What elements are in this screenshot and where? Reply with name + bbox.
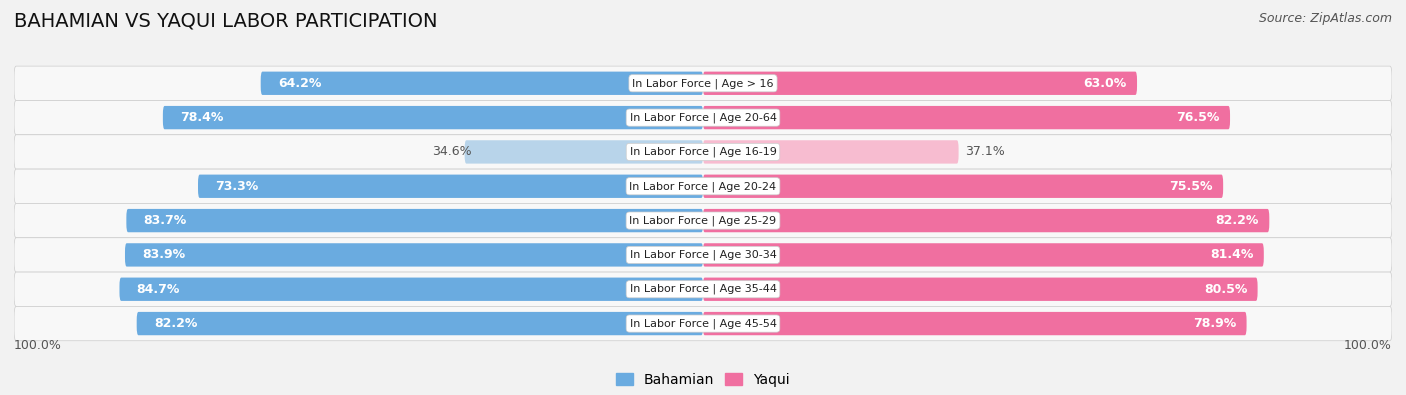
FancyBboxPatch shape <box>703 140 959 164</box>
FancyBboxPatch shape <box>14 100 1392 135</box>
Text: 78.4%: 78.4% <box>180 111 224 124</box>
Text: 75.5%: 75.5% <box>1170 180 1213 193</box>
FancyBboxPatch shape <box>127 209 703 232</box>
Text: In Labor Force | Age 25-29: In Labor Force | Age 25-29 <box>630 215 776 226</box>
FancyBboxPatch shape <box>703 209 1270 232</box>
Text: 63.0%: 63.0% <box>1084 77 1126 90</box>
Text: In Labor Force | Age 35-44: In Labor Force | Age 35-44 <box>630 284 776 295</box>
FancyBboxPatch shape <box>14 307 1392 341</box>
Text: 82.2%: 82.2% <box>153 317 197 330</box>
Text: 80.5%: 80.5% <box>1204 283 1247 296</box>
Text: 84.7%: 84.7% <box>136 283 180 296</box>
FancyBboxPatch shape <box>14 203 1392 238</box>
Legend: Bahamian, Yaqui: Bahamian, Yaqui <box>610 367 796 393</box>
Text: 83.7%: 83.7% <box>143 214 187 227</box>
FancyBboxPatch shape <box>14 66 1392 100</box>
Text: BAHAMIAN VS YAQUI LABOR PARTICIPATION: BAHAMIAN VS YAQUI LABOR PARTICIPATION <box>14 12 437 31</box>
Text: Source: ZipAtlas.com: Source: ZipAtlas.com <box>1258 12 1392 25</box>
FancyBboxPatch shape <box>14 238 1392 272</box>
FancyBboxPatch shape <box>163 106 703 129</box>
FancyBboxPatch shape <box>14 135 1392 169</box>
FancyBboxPatch shape <box>703 106 1230 129</box>
FancyBboxPatch shape <box>125 243 703 267</box>
Text: 37.1%: 37.1% <box>966 145 1005 158</box>
FancyBboxPatch shape <box>260 71 703 95</box>
FancyBboxPatch shape <box>703 175 1223 198</box>
Text: 82.2%: 82.2% <box>1216 214 1258 227</box>
FancyBboxPatch shape <box>14 272 1392 307</box>
FancyBboxPatch shape <box>703 243 1264 267</box>
Text: In Labor Force | Age 16-19: In Labor Force | Age 16-19 <box>630 147 776 157</box>
Text: In Labor Force | Age > 16: In Labor Force | Age > 16 <box>633 78 773 88</box>
Text: 100.0%: 100.0% <box>1344 339 1392 352</box>
Text: In Labor Force | Age 20-24: In Labor Force | Age 20-24 <box>630 181 776 192</box>
FancyBboxPatch shape <box>14 169 1392 203</box>
Text: 83.9%: 83.9% <box>142 248 186 261</box>
FancyBboxPatch shape <box>703 278 1257 301</box>
Text: 100.0%: 100.0% <box>14 339 62 352</box>
FancyBboxPatch shape <box>136 312 703 335</box>
Text: In Labor Force | Age 30-34: In Labor Force | Age 30-34 <box>630 250 776 260</box>
Text: 76.5%: 76.5% <box>1177 111 1219 124</box>
Text: 78.9%: 78.9% <box>1192 317 1236 330</box>
Text: In Labor Force | Age 45-54: In Labor Force | Age 45-54 <box>630 318 776 329</box>
Text: 64.2%: 64.2% <box>278 77 322 90</box>
FancyBboxPatch shape <box>198 175 703 198</box>
Text: In Labor Force | Age 20-64: In Labor Force | Age 20-64 <box>630 112 776 123</box>
Text: 81.4%: 81.4% <box>1211 248 1254 261</box>
FancyBboxPatch shape <box>120 278 703 301</box>
Text: 34.6%: 34.6% <box>432 145 471 158</box>
FancyBboxPatch shape <box>703 71 1137 95</box>
FancyBboxPatch shape <box>703 312 1247 335</box>
FancyBboxPatch shape <box>464 140 703 164</box>
Text: 73.3%: 73.3% <box>215 180 259 193</box>
